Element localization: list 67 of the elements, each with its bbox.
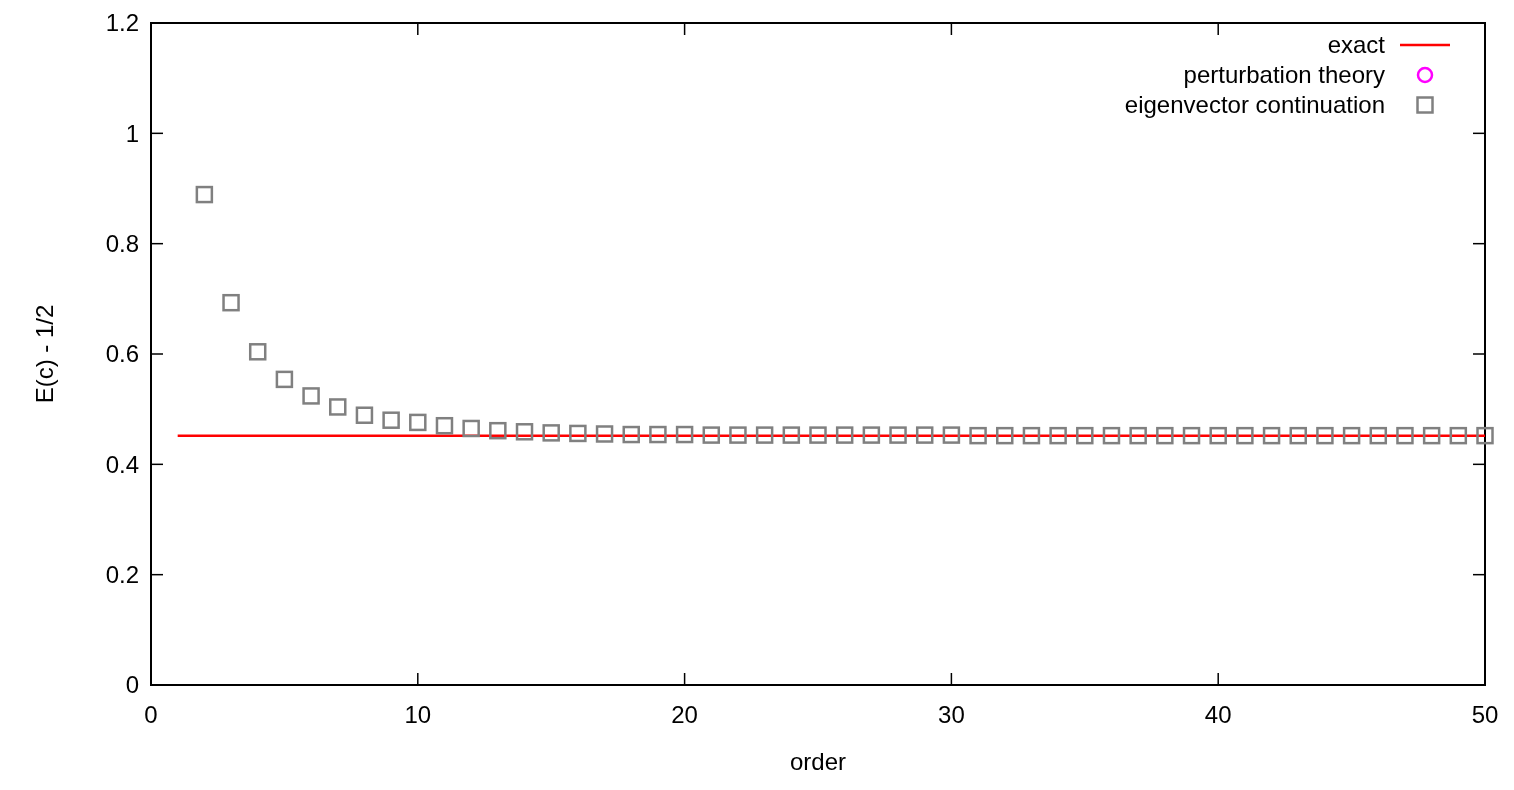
x-tick-label: 30	[938, 701, 965, 728]
x-tick-label: 50	[1471, 701, 1499, 728]
y-axis-title: E(c) - 1/2	[31, 304, 58, 404]
x-axis-title: order	[789, 748, 847, 775]
point	[996, 426, 1014, 445]
point	[248, 343, 267, 361]
y-tick-label: 0	[125, 671, 139, 699]
y-tick-label: 0.6	[105, 340, 139, 368]
point	[835, 426, 854, 444]
y-tick-label: 1.2	[105, 9, 139, 37]
point	[195, 185, 214, 204]
point	[1476, 426, 1494, 445]
point	[1022, 426, 1041, 445]
point	[1289, 426, 1307, 445]
point	[1076, 426, 1094, 445]
y-tick-label: 0.4	[105, 450, 139, 478]
point	[275, 370, 294, 389]
point	[1369, 426, 1388, 445]
point	[1422, 426, 1441, 445]
point	[409, 413, 427, 432]
point	[649, 425, 667, 444]
point	[1396, 426, 1414, 445]
point	[1209, 426, 1227, 445]
point	[1449, 426, 1468, 445]
point	[302, 387, 320, 405]
point	[755, 426, 774, 444]
y-tick-label: 0.8	[105, 230, 139, 258]
point	[889, 426, 907, 444]
point	[702, 426, 721, 444]
point	[1156, 426, 1174, 445]
point	[675, 425, 694, 444]
point	[1316, 426, 1334, 445]
point	[489, 421, 507, 440]
x-tick-label: 0	[144, 701, 158, 728]
point	[915, 426, 934, 444]
x-tick-label: 40	[1204, 701, 1232, 728]
point	[569, 424, 587, 443]
point	[1049, 426, 1067, 445]
point	[729, 426, 747, 444]
y-tick-label: 1	[125, 119, 139, 147]
point	[622, 425, 640, 444]
x-tick-label: 10	[404, 701, 432, 728]
point	[1262, 426, 1281, 445]
point	[862, 426, 881, 444]
point	[515, 423, 534, 441]
point	[782, 426, 801, 444]
point	[1342, 426, 1361, 445]
point	[222, 293, 240, 312]
point	[1236, 426, 1254, 445]
point	[1182, 426, 1201, 445]
legend-label: eigenvector continuation	[1124, 91, 1385, 119]
point	[969, 426, 987, 445]
point	[382, 411, 400, 429]
point	[1102, 426, 1121, 445]
point	[942, 426, 961, 444]
x-tick-label: 20	[671, 701, 698, 728]
point	[435, 416, 454, 435]
point	[355, 406, 374, 424]
point	[595, 425, 614, 443]
point	[462, 419, 480, 438]
legend-label: perturbation theory	[1183, 61, 1385, 89]
point	[329, 398, 347, 416]
point	[809, 426, 827, 444]
y-tick-label: 0.2	[105, 561, 139, 589]
point	[542, 424, 560, 442]
point	[1129, 426, 1147, 445]
legend-label: exact	[1327, 31, 1386, 59]
